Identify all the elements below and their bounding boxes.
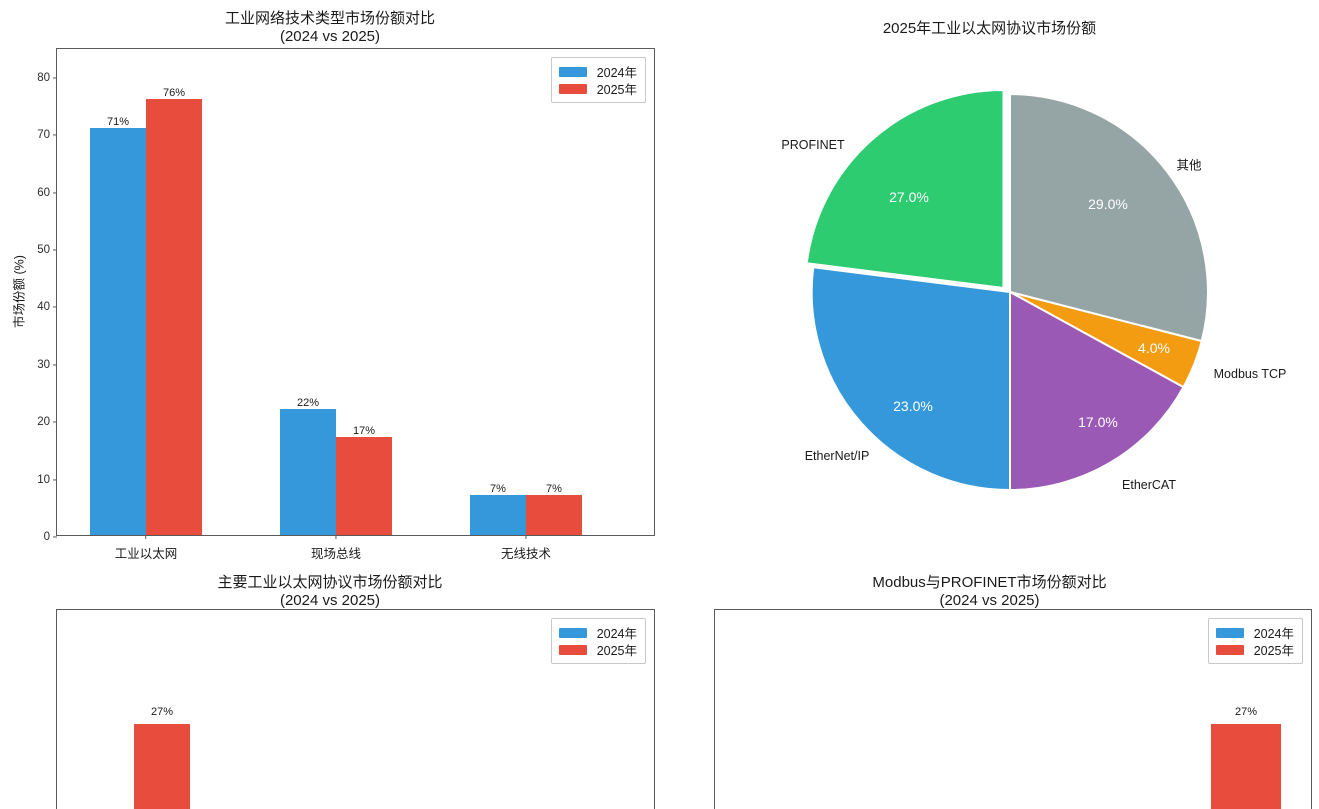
plot-area-main-protocol: 35 30 27% 2024年 2025年 xyxy=(56,609,655,809)
plot-area-modbus-profinet: 35 30 27% 2024年 2025年 xyxy=(714,609,1312,809)
legend-row-2025-main: 2025年 xyxy=(558,641,637,658)
bar-2024-industrial-ethernet xyxy=(90,127,146,535)
legend-label-2024: 2024年 xyxy=(596,66,637,80)
legend-label-2024-main: 2024年 xyxy=(596,627,637,641)
bar-label-2025-fieldbus: 17% xyxy=(352,425,376,438)
legend-row-2024-modbus: 2024年 xyxy=(1215,624,1294,641)
bar-2024-wireless xyxy=(470,494,526,535)
bar-2025-profinet-modbus xyxy=(1211,724,1281,809)
pie-label-ethercat: EtherCAT xyxy=(1122,478,1176,492)
ytick-40: 40 xyxy=(37,301,57,313)
xtick-fieldbus: 现场总线 xyxy=(311,535,361,562)
legend-label-2024-modbus: 2024年 xyxy=(1253,627,1294,641)
legend-swatch-2024 xyxy=(558,66,587,77)
legend-row-2024: 2024年 xyxy=(558,63,637,80)
bar-label-2025-profinet-modbus: 27% xyxy=(1234,706,1258,718)
bar-2025-wireless xyxy=(526,494,582,535)
chart-title-protocol-pie: 2025年工业以太网协议市场份额 xyxy=(882,20,1097,37)
bar-label-2025-wireless: 7% xyxy=(546,482,562,495)
ytick-60: 60 xyxy=(37,187,57,199)
ytick-30-modbus-profinet: 30 xyxy=(714,676,715,688)
pie-slice-ethernet-ip[interactable] xyxy=(810,266,1011,492)
pie-slice-other[interactable] xyxy=(1009,92,1209,343)
xtick-industrial-ethernet: 工业以太网 xyxy=(115,535,178,562)
legend-swatch-2025-main xyxy=(558,644,587,655)
chart-ethernet-protocol-pie: 2025年工业以太网协议市场份额 29.0% 4.0% 17.0% 23.0% … xyxy=(660,0,1319,570)
pie-label-profinet: PROFINET xyxy=(781,138,845,152)
pie-label-ethernet-ip: EtherNet/IP xyxy=(804,449,870,463)
bar-2024-fieldbus xyxy=(280,408,336,535)
legend-swatch-2025-modbus xyxy=(1215,644,1244,655)
chart-modbus-vs-profinet: Modbus与PROFINET市场份额对比 (2024 vs 2025) 35 … xyxy=(660,570,1319,809)
pie-label-modbus-tcp: Modbus TCP xyxy=(1213,367,1287,381)
ytick-30-main-protocol: 30 xyxy=(56,676,57,688)
bar-2025-profinet-main xyxy=(134,724,190,809)
legend-label-2025-main: 2025年 xyxy=(596,644,637,658)
bar-label-2024-industrial-ethernet: 71% xyxy=(106,115,130,128)
legend-swatch-2024-main xyxy=(558,627,587,638)
legend-row-2025-modbus: 2025年 xyxy=(1215,641,1294,658)
ytick-35-main-protocol: 35 xyxy=(56,609,57,616)
plot-area-network-type: 0 10 20 30 40 50 60 70 80 71% 76% 22% 17… xyxy=(37,48,655,561)
bar-label-2024-fieldbus: 22% xyxy=(296,396,320,409)
pie-svg xyxy=(805,88,1209,492)
chart-title-network-type: 工业网络技术类型市场份额对比 (2024 vs 2025) xyxy=(224,10,435,45)
pie-slice-profinet[interactable] xyxy=(805,88,1005,290)
chart-title-modbus-profinet: Modbus与PROFINET市场份额对比 (2024 vs 2025) xyxy=(872,574,1107,609)
xtick-wireless: 无线技术 xyxy=(501,535,551,562)
bar-2025-industrial-ethernet xyxy=(146,98,202,535)
ytick-70: 70 xyxy=(37,129,57,141)
pie-label-other: 其他 xyxy=(1176,158,1202,173)
legend-main-protocol: 2024年 2025年 xyxy=(550,618,646,664)
bar-label-2025-industrial-ethernet: 76% xyxy=(162,86,186,99)
ytick-0: 0 xyxy=(44,531,57,543)
legend-label-2025: 2025年 xyxy=(596,83,637,97)
ytick-30: 30 xyxy=(37,359,57,371)
bar-2025-fieldbus xyxy=(336,437,392,535)
legend-row-2025: 2025年 xyxy=(558,80,637,97)
ytick-20: 20 xyxy=(37,416,57,428)
ytick-10: 10 xyxy=(37,474,57,486)
legend-swatch-2024-modbus xyxy=(1215,627,1244,638)
chart-main-protocol-share: 主要工业以太网协议市场份额对比 (2024 vs 2025) 35 30 27%… xyxy=(0,570,660,809)
legend-label-2025-modbus: 2025年 xyxy=(1253,644,1294,658)
ytick-80: 80 xyxy=(37,72,57,84)
legend-network-type: 2024年 2025年 xyxy=(550,57,646,103)
pie-slice-ethercat[interactable] xyxy=(1009,290,1185,492)
chart-title-main-protocol: 主要工业以太网协议市场份额对比 (2024 vs 2025) xyxy=(217,574,443,609)
bar-label-2024-wireless: 7% xyxy=(490,482,506,495)
y-axis-label-network-type: 市场份额 (%) xyxy=(12,255,27,328)
legend-row-2024-main: 2024年 xyxy=(558,624,637,641)
legend-swatch-2025 xyxy=(558,83,587,94)
pie-graphic xyxy=(660,0,1319,570)
bar-label-2025-profinet-main: 27% xyxy=(150,706,174,718)
ytick-50: 50 xyxy=(37,244,57,256)
legend-modbus-profinet: 2024年 2025年 xyxy=(1207,618,1303,664)
chart-network-type-share: 工业网络技术类型市场份额对比 (2024 vs 2025) 市场份额 (%) 0… xyxy=(0,0,660,570)
ytick-35-modbus-profinet: 35 xyxy=(714,609,715,616)
